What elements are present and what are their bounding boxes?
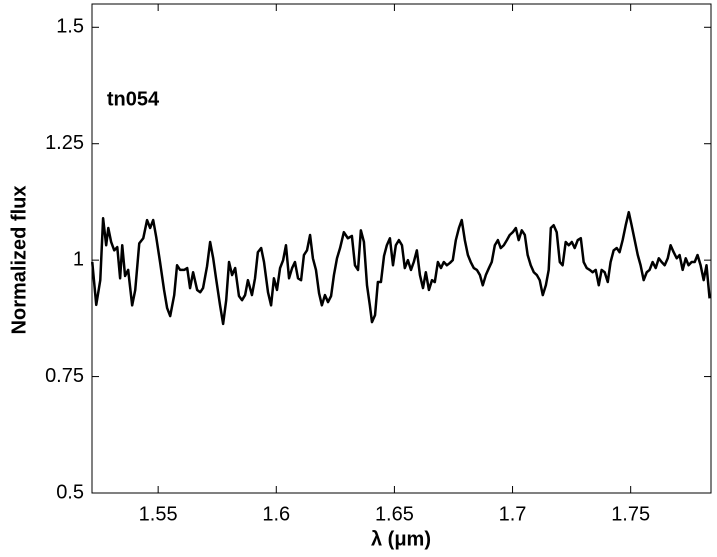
y-tick-label: 1.5	[56, 16, 84, 38]
x-axis-label: λ (μm)	[371, 528, 431, 550]
spectrum-line	[90, 210, 711, 326]
y-tick-label: 0.5	[56, 481, 84, 503]
y-tick-label: 0.75	[45, 365, 84, 387]
x-tick-label: 1.65	[375, 503, 414, 525]
x-tick-label: 1.75	[611, 503, 650, 525]
x-tick-label: 1.7	[499, 503, 527, 525]
x-tick-label: 1.6	[262, 503, 290, 525]
plot-frame	[91, 3, 712, 494]
y-tick-label: 1.25	[45, 132, 84, 154]
y-axis-label: Normalized flux	[8, 186, 30, 335]
annotation: tn054	[107, 88, 160, 110]
x-tick-label: 1.55	[139, 503, 178, 525]
y-tick-label: 1	[73, 248, 84, 270]
